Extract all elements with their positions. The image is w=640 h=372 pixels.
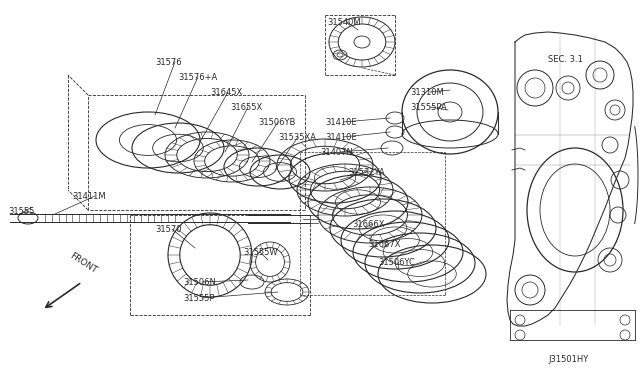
- Text: 31576+A: 31576+A: [178, 73, 217, 82]
- Text: SEC. 3.1: SEC. 3.1: [548, 55, 583, 64]
- Text: FRONT: FRONT: [68, 251, 99, 275]
- Text: 31540M: 31540M: [327, 18, 360, 27]
- Text: 31310M: 31310M: [410, 88, 444, 97]
- Text: 31570: 31570: [155, 225, 182, 234]
- Text: 31555PA: 31555PA: [410, 103, 447, 112]
- Text: 31407N: 31407N: [320, 148, 353, 157]
- Text: 31576: 31576: [155, 58, 182, 67]
- Text: 31506N: 31506N: [183, 278, 216, 287]
- Text: 31532YA: 31532YA: [348, 168, 385, 177]
- Text: 31506YB: 31506YB: [258, 118, 296, 127]
- Text: 31666X: 31666X: [352, 220, 385, 229]
- Text: 31555W: 31555W: [243, 248, 278, 257]
- Text: 31555: 31555: [8, 207, 35, 216]
- Text: J31501HY: J31501HY: [548, 355, 588, 364]
- Text: 31506YC: 31506YC: [378, 258, 415, 267]
- Text: 31555P: 31555P: [183, 294, 214, 303]
- Text: 31410E: 31410E: [325, 118, 356, 127]
- Text: 31655X: 31655X: [230, 103, 262, 112]
- Text: 31667X: 31667X: [368, 240, 401, 249]
- Text: 31410E: 31410E: [325, 133, 356, 142]
- Text: 31411M: 31411M: [72, 192, 106, 201]
- Text: 31535XA: 31535XA: [278, 133, 316, 142]
- Text: 31645X: 31645X: [210, 88, 243, 97]
